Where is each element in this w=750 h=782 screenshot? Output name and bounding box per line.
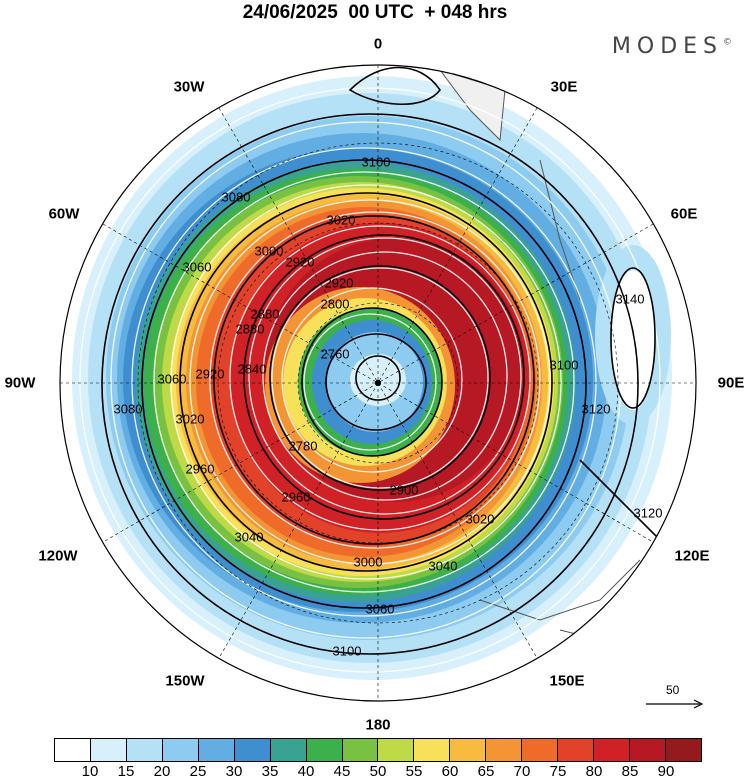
colorbar-box [450,739,487,761]
contour-label: 3060 [366,601,395,616]
colorbar-tick-label: 70 [513,763,531,780]
contour-labels: 3100308030603020300029202880280027602840… [114,154,663,658]
lon-label-60w: 60W [48,205,80,223]
colorbar-box [234,739,271,761]
polar-map: 3100308030603020300029202880280027602840… [59,64,697,702]
contour-label: 3080 [222,189,251,204]
colorbar-tick-labels: 10 15 20 25 30 35 40 45 50 55 60 65 70 75 80 85 90 [54,763,702,780]
colorbar-box [558,739,595,761]
colorbar-tick-label: 40 [297,763,315,780]
contour-label: 2780 [289,438,318,453]
contour-label: 2920 [325,275,354,290]
colorbar-tick-label: 20 [153,763,171,780]
colorbar-box [342,739,379,761]
colorbar-tick-label: 50 [369,763,387,780]
colorbar-tick-label: 45 [333,763,351,780]
lon-label-90w: 90W [4,374,36,392]
colorbar-box [270,739,307,761]
colorbar-box [378,739,415,761]
colorbar-tick-label: 60 [441,763,459,780]
contour-label: 3000 [255,243,284,258]
map-boundary [59,64,697,702]
contour-label: 3040 [235,529,264,544]
colorbar-box [306,739,343,761]
contour-label: 3020 [176,411,205,426]
wind-speed-colorbar [54,738,702,762]
colorbar-box [665,739,701,761]
contour-label: 3060 [158,371,187,386]
contour-label: 2960 [282,489,311,504]
contour-label: 2800 [321,296,350,311]
modes-logo: MODES© [611,34,732,59]
colorbar-tick-label: 55 [405,763,423,780]
lon-label-30e: 30E [550,78,578,96]
contour-label: 3080 [114,401,143,416]
north-pole-marker [375,380,381,386]
colorbar-box [522,739,559,761]
wind-streamlines [79,87,661,673]
colorbar-tick-label: 90 [657,763,675,780]
colorbar-tick-label: 85 [621,763,639,780]
colorbar-tick-label: 75 [549,763,567,780]
contour-label: 2920 [196,366,225,381]
contour-label: 2960 [186,461,215,476]
contour-label: 3020 [466,511,495,526]
map-title: 24/06/2025 00 UTC + 048 hrs [242,2,508,23]
geopotential-contours [101,113,656,655]
colorbar-box [414,739,451,761]
contour-label: 2920 [286,254,315,269]
contour-label: 2880 [236,321,265,336]
colorbar-box [162,739,199,761]
colorbar-tick-label: 10 [81,763,99,780]
colorbar-tick-label: 35 [261,763,279,780]
contour-label: 3020 [327,212,356,227]
lon-label-60e: 60E [670,205,698,223]
lon-label-90e: 90E [717,374,745,392]
colorbar-tick-label: 15 [117,763,135,780]
contour-label: 3100 [333,643,362,658]
colorbar-box [198,739,235,761]
colorbar-tick-label: 25 [189,763,207,780]
contour-label: 2880 [251,306,280,321]
colorbar-box [486,739,523,761]
colorbar-box [55,739,91,761]
lon-label-150e: 150E [549,672,585,690]
contour-label: 2840 [238,361,267,376]
lon-label-0: 0 [373,35,383,53]
colorbar-box [630,739,666,761]
contour-label: 3100 [550,357,579,372]
graticule [60,65,696,701]
contour-label: 2760 [321,346,350,361]
wind-scale-value: 50 [666,683,680,697]
colorbar-tick-label: 65 [477,763,495,780]
contour-label: 3040 [429,558,458,573]
colorbar-box [126,739,163,761]
copyright-mark: © [723,37,732,48]
blocking-ridge-core [611,270,655,410]
colorbar-box [90,739,127,761]
colorbar-tick-label: 30 [225,763,243,780]
contour-3100-top [348,66,441,105]
lon-label-180: 180 [365,716,391,734]
contour-label: 3000 [354,554,383,569]
wind-scale-arrow [646,699,704,709]
colorbar-tick-label: 80 [585,763,603,780]
contour-label: 3100 [362,154,391,169]
contour-label: 3060 [183,259,212,274]
colorbar-box [594,739,630,761]
contour-label: 3140 [616,291,645,306]
contour-label: 2900 [390,482,419,497]
contour-label: 3120 [634,505,663,520]
lon-label-120w: 120W [38,547,78,565]
lon-label-150w: 150W [165,672,205,690]
lon-label-30w: 30W [173,78,205,96]
contour-label: 3120 [582,401,611,416]
lon-label-120e: 120E [674,547,710,565]
